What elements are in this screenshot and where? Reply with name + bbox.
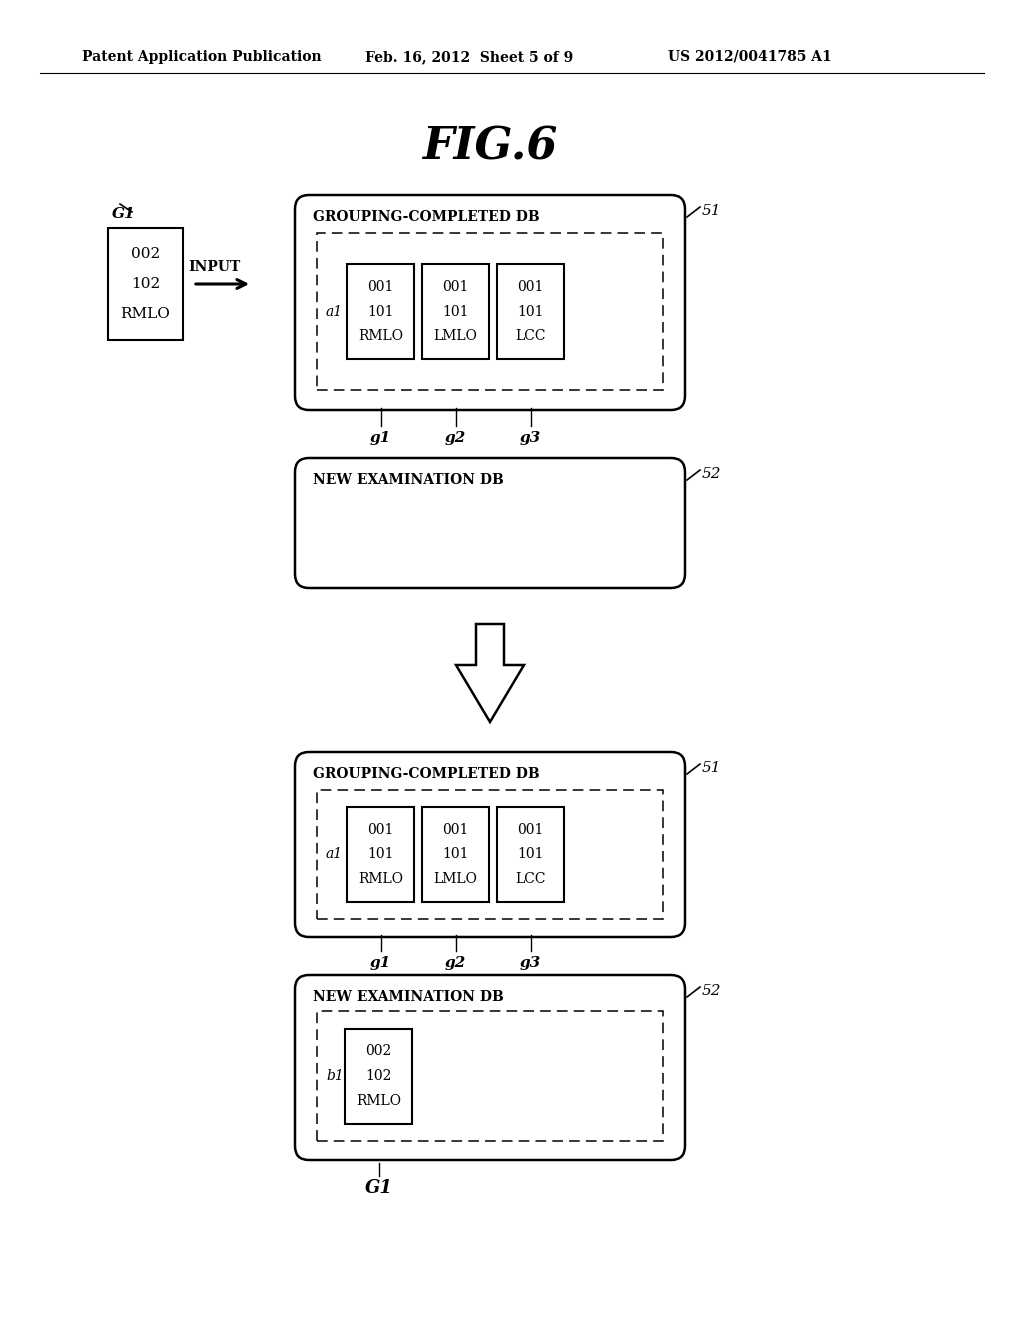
Text: 101: 101 (368, 305, 394, 318)
Text: a1: a1 (326, 847, 343, 862)
Text: 102: 102 (366, 1069, 392, 1082)
Text: 52: 52 (702, 467, 722, 480)
Text: Patent Application Publication: Patent Application Publication (82, 50, 322, 63)
Text: g2: g2 (444, 956, 466, 970)
Bar (317, 1011, 663, 1140)
Text: 101: 101 (442, 305, 469, 318)
Text: g3: g3 (520, 956, 541, 970)
Text: 101: 101 (517, 305, 544, 318)
Bar (347, 807, 414, 902)
Text: 001: 001 (517, 280, 544, 294)
Text: G1: G1 (365, 1179, 392, 1197)
Text: 002: 002 (131, 247, 160, 261)
Text: US 2012/0041785 A1: US 2012/0041785 A1 (668, 50, 831, 63)
Bar (422, 807, 489, 902)
Polygon shape (456, 624, 524, 722)
Text: 001: 001 (442, 280, 469, 294)
Bar (347, 264, 414, 359)
Text: RMLO: RMLO (358, 873, 403, 886)
Text: b1: b1 (326, 1069, 344, 1082)
Text: g1: g1 (370, 956, 391, 970)
Text: INPUT: INPUT (187, 260, 240, 275)
Bar (317, 234, 663, 389)
Text: G1: G1 (112, 207, 135, 220)
FancyBboxPatch shape (295, 195, 685, 411)
Text: GROUPING-COMPLETED DB: GROUPING-COMPLETED DB (313, 767, 540, 781)
Text: 001: 001 (442, 822, 469, 837)
Text: LMLO: LMLO (433, 873, 477, 886)
Bar (345, 1028, 412, 1123)
Text: 52: 52 (702, 983, 722, 998)
Text: 001: 001 (368, 280, 393, 294)
Text: RMLO: RMLO (121, 308, 170, 321)
Text: 102: 102 (131, 277, 160, 290)
Text: 101: 101 (517, 847, 544, 862)
Bar (317, 789, 663, 919)
Text: g1: g1 (370, 432, 391, 445)
Text: a1: a1 (326, 305, 343, 318)
Text: Feb. 16, 2012  Sheet 5 of 9: Feb. 16, 2012 Sheet 5 of 9 (365, 50, 573, 63)
Text: RMLO: RMLO (356, 1094, 401, 1107)
Text: 101: 101 (442, 847, 469, 862)
Text: LCC: LCC (515, 873, 546, 886)
Text: 002: 002 (366, 1044, 391, 1059)
Text: 51: 51 (702, 205, 722, 218)
Text: 51: 51 (702, 762, 722, 775)
Text: NEW EXAMINATION DB: NEW EXAMINATION DB (313, 473, 504, 487)
Text: 001: 001 (517, 822, 544, 837)
Text: GROUPING-COMPLETED DB: GROUPING-COMPLETED DB (313, 210, 540, 224)
Text: LMLO: LMLO (433, 329, 477, 343)
Text: 101: 101 (368, 847, 394, 862)
Bar (497, 807, 564, 902)
Text: g2: g2 (444, 432, 466, 445)
Bar (422, 264, 489, 359)
Text: FIG.6: FIG.6 (422, 125, 558, 169)
FancyBboxPatch shape (295, 458, 685, 587)
Bar (108, 228, 183, 341)
Text: NEW EXAMINATION DB: NEW EXAMINATION DB (313, 990, 504, 1005)
FancyBboxPatch shape (295, 975, 685, 1160)
Text: RMLO: RMLO (358, 329, 403, 343)
Text: LCC: LCC (515, 329, 546, 343)
Text: 001: 001 (368, 822, 393, 837)
FancyBboxPatch shape (295, 752, 685, 937)
Text: g3: g3 (520, 432, 541, 445)
Bar (497, 264, 564, 359)
